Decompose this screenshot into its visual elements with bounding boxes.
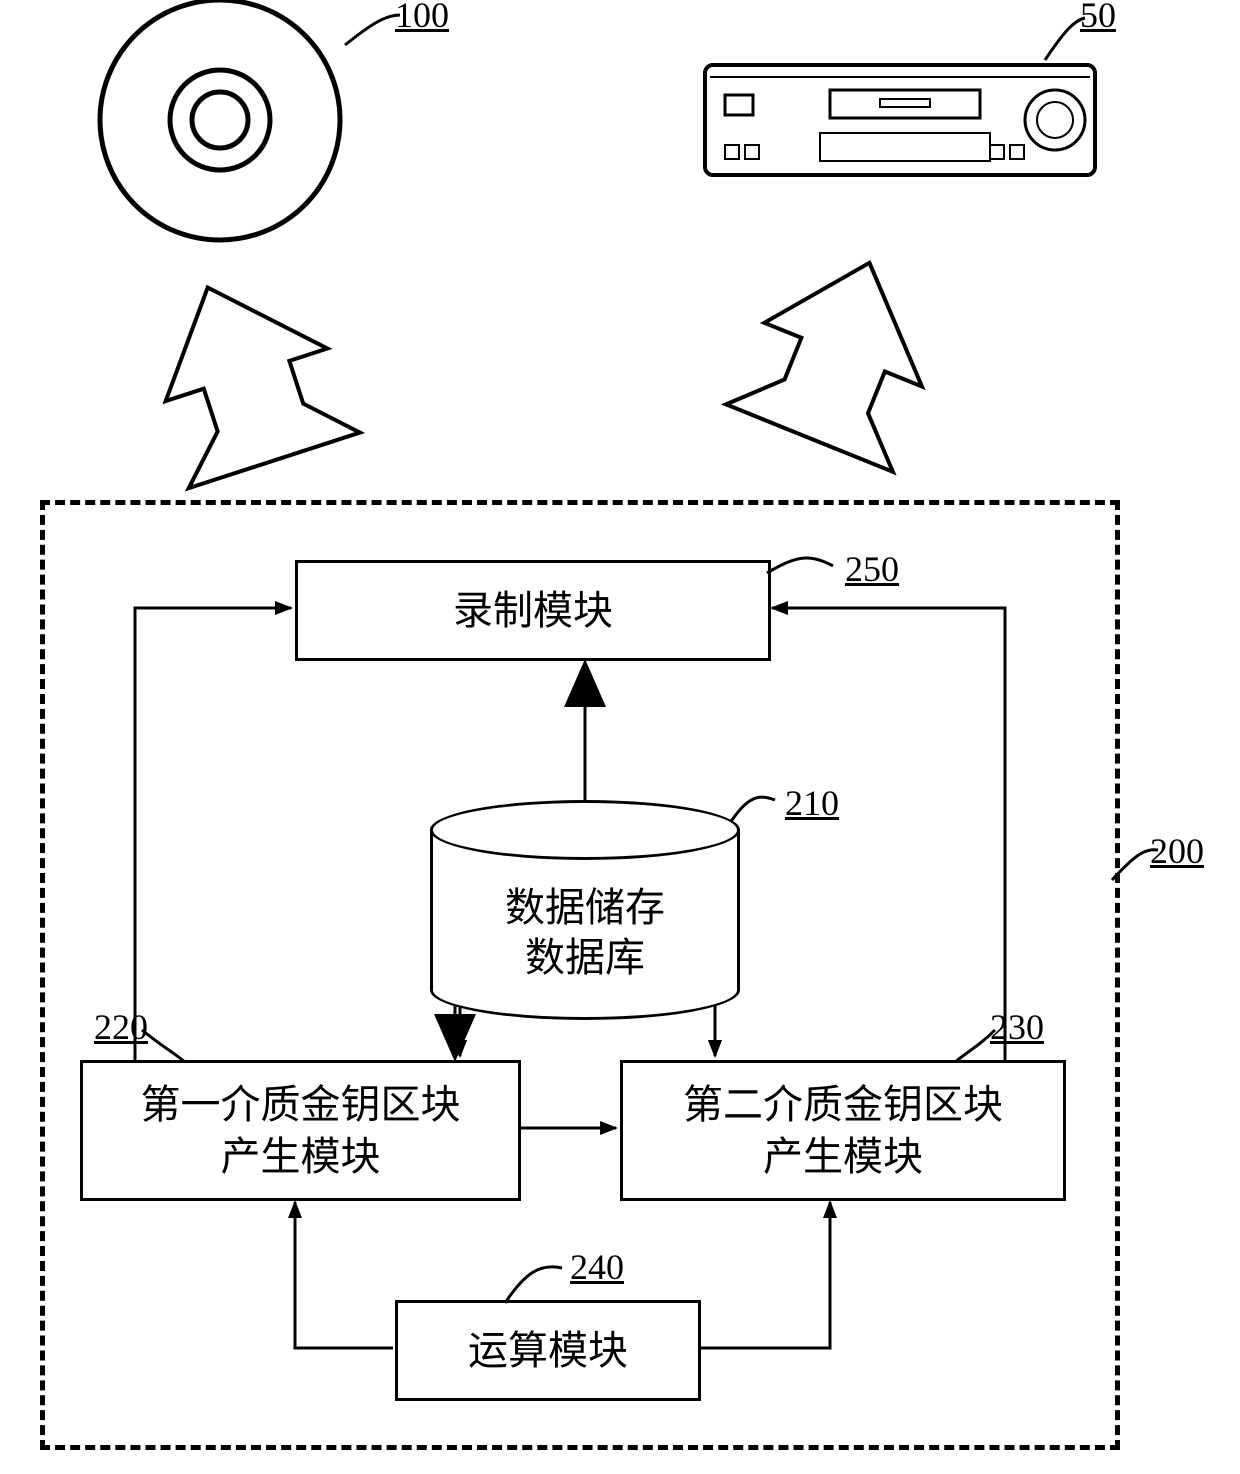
database-cylinder: 数据储存 数据库 — [430, 800, 740, 1020]
db-down-arrows — [0, 0, 1240, 1474]
database-text: 数据储存 数据库 — [505, 883, 665, 983]
diagram-canvas: 100 50 200 录制模块 — [0, 0, 1240, 1474]
